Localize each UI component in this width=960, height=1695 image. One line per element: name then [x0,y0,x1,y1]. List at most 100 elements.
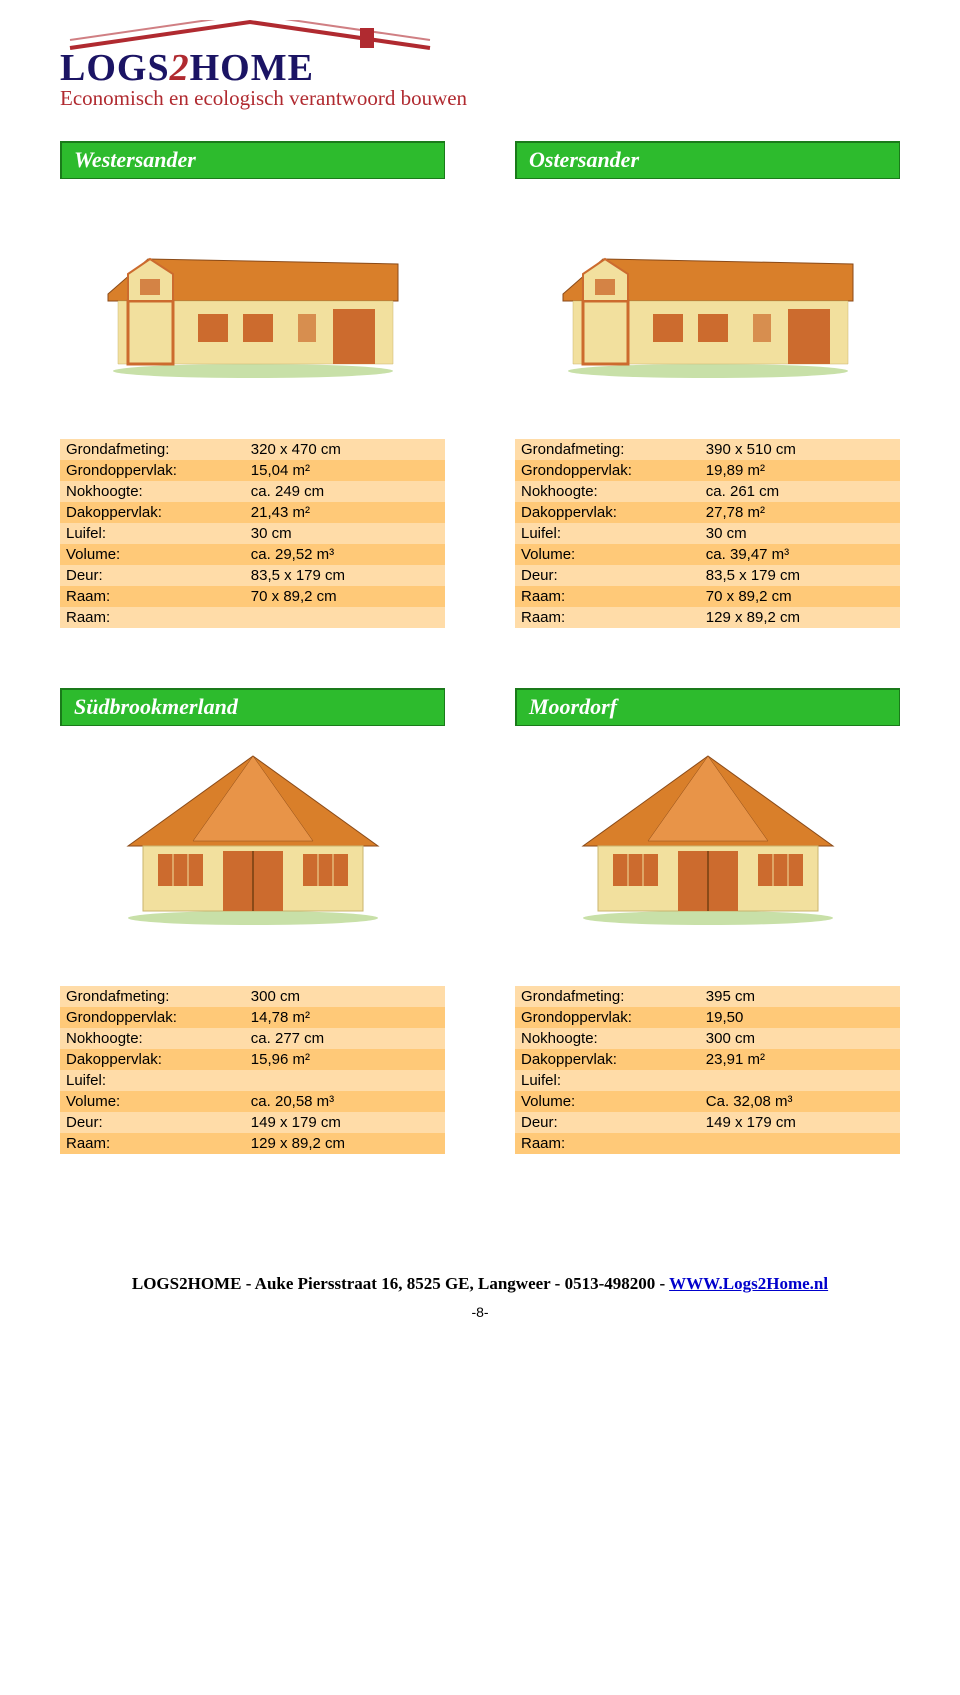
spec-label: Grondoppervlak: [515,460,700,481]
spec-value: ca. 277 cm [245,1028,445,1049]
spec-label: Raam: [60,607,245,628]
spec-value: 390 x 510 cm [700,439,900,460]
spec-label: Raam: [60,1133,245,1154]
footer-link[interactable]: WWW.Logs2Home.nl [669,1274,828,1293]
spec-value: ca. 249 cm [245,481,445,502]
spec-value: 19,50 [700,1007,900,1028]
table-row: Grondoppervlak:19,89 m² [515,460,900,481]
spec-value: 27,78 m² [700,502,900,523]
spec-label: Dakoppervlak: [515,1049,700,1070]
spec-value: 129 x 89,2 cm [700,607,900,628]
product-card: Moordorf Grondafmeting:395 cmGrondopperv… [515,688,900,1154]
spec-label: Deur: [515,565,700,586]
table-row: Volume:Ca. 32,08 m³ [515,1091,900,1112]
spec-value: 30 cm [245,523,445,544]
table-row: Grondoppervlak:15,04 m² [60,460,445,481]
spec-value: 15,96 m² [245,1049,445,1070]
house-illustration [60,746,445,926]
product-title: Südbrookmerland [60,688,445,726]
spec-table: Grondafmeting:390 x 510 cmGrondoppervlak… [515,439,900,628]
table-row: Raam: [515,1133,900,1154]
table-row: Dakoppervlak:23,91 m² [515,1049,900,1070]
spec-table: Grondafmeting:395 cmGrondoppervlak:19,50… [515,986,900,1154]
table-row: Grondoppervlak:14,78 m² [60,1007,445,1028]
spec-label: Luifel: [60,1070,245,1091]
page-number: -8- [60,1304,900,1320]
table-row: Luifel: [515,1070,900,1091]
table-row: Raam:129 x 89,2 cm [515,607,900,628]
spec-value: ca. 20,58 m³ [245,1091,445,1112]
spec-label: Grondoppervlak: [515,1007,700,1028]
spec-value: 23,91 m² [700,1049,900,1070]
spec-table: Grondafmeting:300 cmGrondoppervlak:14,78… [60,986,445,1154]
spec-label: Volume: [60,544,245,565]
spec-value: Ca. 32,08 m³ [700,1091,900,1112]
product-title: Westersander [60,141,445,179]
table-row: Nokhoogte:ca. 249 cm [60,481,445,502]
spec-value: ca. 261 cm [700,481,900,502]
table-row: Raam:70 x 89,2 cm [515,586,900,607]
spec-table: Grondafmeting:320 x 470 cmGrondoppervlak… [60,439,445,628]
table-row: Volume:ca. 39,47 m³ [515,544,900,565]
spec-label: Raam: [60,586,245,607]
house-illustration [515,199,900,379]
spec-value [700,1070,900,1091]
table-row: Raam: [60,607,445,628]
table-row: Dakoppervlak:21,43 m² [60,502,445,523]
spec-label: Grondafmeting: [515,439,700,460]
table-row: Grondoppervlak:19,50 [515,1007,900,1028]
spec-value: ca. 39,47 m³ [700,544,900,565]
spec-value: 15,04 m² [245,460,445,481]
spec-label: Raam: [515,607,700,628]
logo: LOGS2HOME Economisch en ecologisch veran… [60,20,900,111]
spec-label: Dakoppervlak: [60,502,245,523]
table-row: Volume:ca. 20,58 m³ [60,1091,445,1112]
table-row: Luifel: [60,1070,445,1091]
spec-value: 83,5 x 179 cm [245,565,445,586]
table-row: Raam:70 x 89,2 cm [60,586,445,607]
spec-value: 70 x 89,2 cm [245,586,445,607]
spec-label: Dakoppervlak: [515,502,700,523]
spec-label: Raam: [515,1133,700,1154]
product-card: Westersander Grondafmeting:320 x 470 cmG… [60,141,445,628]
spec-label: Luifel: [60,523,245,544]
spec-value: 14,78 m² [245,1007,445,1028]
footer-text: LOGS2HOME - Auke Piersstraat 16, 8525 GE… [132,1274,669,1293]
spec-value: 19,89 m² [700,460,900,481]
spec-value: ca. 29,52 m³ [245,544,445,565]
table-row: Grondafmeting:300 cm [60,986,445,1007]
spec-label: Deur: [60,1112,245,1133]
table-row: Dakoppervlak:15,96 m² [60,1049,445,1070]
product-title: Ostersander [515,141,900,179]
spec-value: 129 x 89,2 cm [245,1133,445,1154]
spec-label: Dakoppervlak: [60,1049,245,1070]
spec-label: Volume: [60,1091,245,1112]
spec-label: Volume: [515,544,700,565]
logo-roof-icon [60,20,440,50]
spec-value: 300 cm [245,986,445,1007]
spec-value: 149 x 179 cm [700,1112,900,1133]
product-card: Ostersander Grondafmeting:390 x 510 cmGr… [515,141,900,628]
spec-value [245,1070,445,1091]
spec-value: 21,43 m² [245,502,445,523]
table-row: Dakoppervlak:27,78 m² [515,502,900,523]
table-row: Nokhoogte:300 cm [515,1028,900,1049]
spec-value: 320 x 470 cm [245,439,445,460]
spec-label: Luifel: [515,523,700,544]
spec-label: Nokhoogte: [60,1028,245,1049]
spec-value: 395 cm [700,986,900,1007]
table-row: Grondafmeting:390 x 510 cm [515,439,900,460]
footer: LOGS2HOME - Auke Piersstraat 16, 8525 GE… [60,1274,900,1294]
spec-value [245,607,445,628]
spec-value: 70 x 89,2 cm [700,586,900,607]
spec-label: Volume: [515,1091,700,1112]
house-illustration [60,199,445,379]
spec-label: Nokhoogte: [515,481,700,502]
spec-value: 30 cm [700,523,900,544]
spec-value: 300 cm [700,1028,900,1049]
house-illustration [515,746,900,926]
spec-label: Grondafmeting: [60,439,245,460]
product-card: Südbrookmerland Grondafmeting:300 cmGron… [60,688,445,1154]
table-row: Raam:129 x 89,2 cm [60,1133,445,1154]
table-row: Grondafmeting:320 x 470 cm [60,439,445,460]
